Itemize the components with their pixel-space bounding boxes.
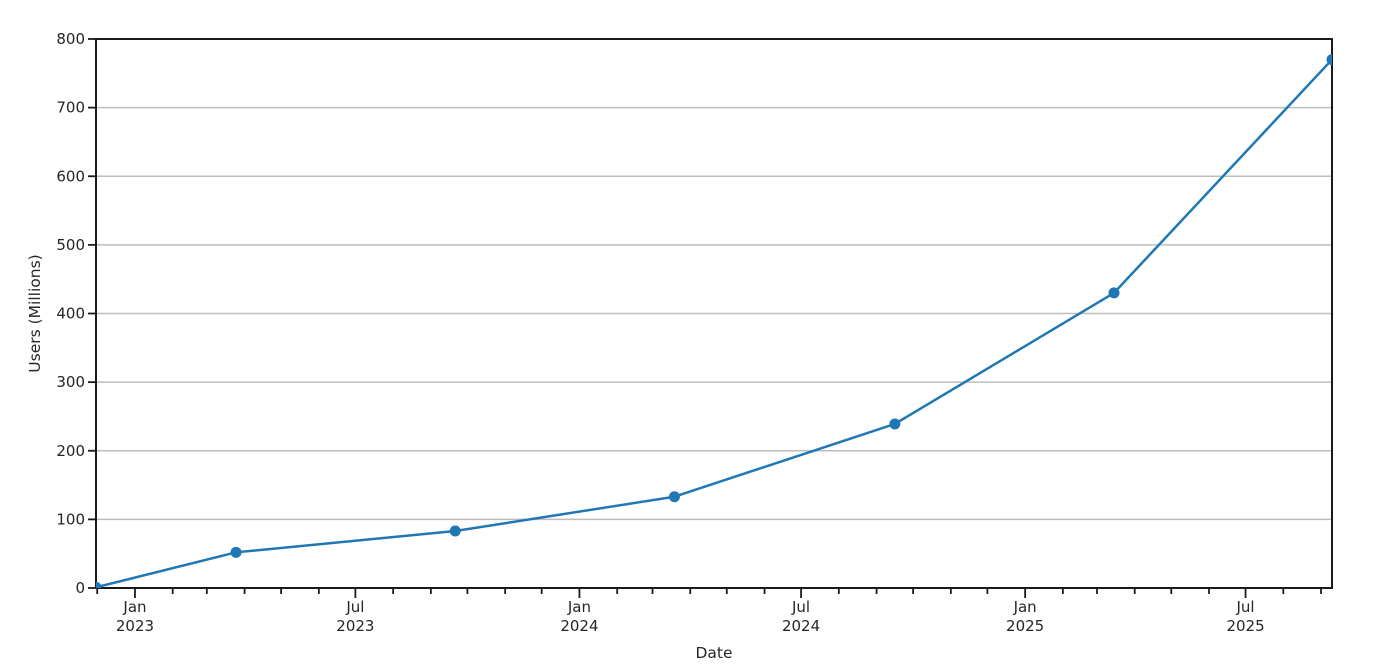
x-tick-label-month: Jul (1235, 598, 1254, 616)
x-tick-label-year: 2024 (560, 617, 598, 635)
x-tick-label-month: Jan (567, 598, 591, 616)
data-point-marker (1326, 54, 1332, 66)
x-tick-label-month: Jul (345, 598, 364, 616)
x-tick-label-year: 2025 (1006, 617, 1044, 635)
x-tick-label-year: 2025 (1226, 617, 1264, 635)
y-tick-label: 200 (56, 442, 85, 460)
y-tick-label: 600 (56, 167, 85, 185)
y-tick-label: 300 (56, 373, 85, 391)
y-tick-label: 400 (56, 305, 85, 323)
x-tick-label-month: Jul (791, 598, 810, 616)
x-tick-label-year: 2024 (782, 617, 820, 635)
x-tick-label-month: Jan (1013, 598, 1037, 616)
y-tick-label: 800 (56, 30, 85, 48)
data-line (96, 58, 1332, 588)
y-tick-label: 100 (56, 510, 85, 528)
data-point-marker (449, 525, 461, 537)
data-point-marker (889, 418, 901, 430)
y-tick-label: 700 (56, 99, 85, 117)
data-point-marker (1108, 287, 1120, 299)
x-tick-label-year: 2023 (336, 617, 374, 635)
y-tick-label: 0 (75, 579, 85, 597)
data-point-marker (230, 546, 242, 558)
x-tick-label-year: 2023 (116, 617, 154, 635)
y-tick-label: 500 (56, 236, 85, 254)
data-point-marker (96, 581, 102, 588)
data-point-marker (668, 491, 680, 503)
y-axis-label: Users (Millions) (26, 254, 44, 372)
x-axis-label: Date (695, 644, 732, 662)
x-tick-label-month: Jan (122, 598, 146, 616)
